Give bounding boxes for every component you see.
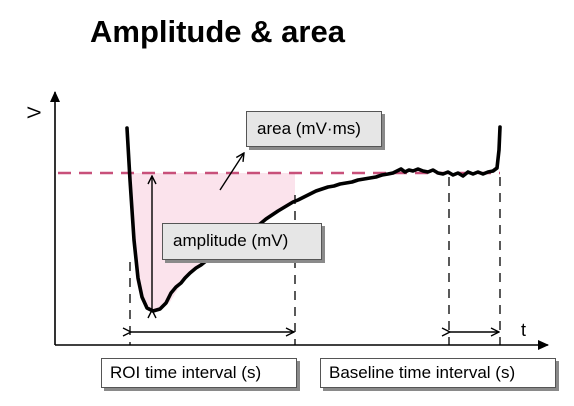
roi-interval-label-box: ROI time interval (s) xyxy=(101,358,297,388)
signal-trace xyxy=(125,125,502,313)
y-axis-label: V xyxy=(24,106,45,119)
x-axis-label: t xyxy=(521,320,527,340)
diagram-title: Amplitude & area xyxy=(90,14,345,49)
area-pointer-arrow xyxy=(219,153,244,191)
amplitude-label-box: amplitude (mV) xyxy=(162,223,322,260)
baseline-interval-label-box: Baseline time interval (s) xyxy=(320,358,556,388)
area-label-box: area (mV·ms) xyxy=(246,111,382,147)
